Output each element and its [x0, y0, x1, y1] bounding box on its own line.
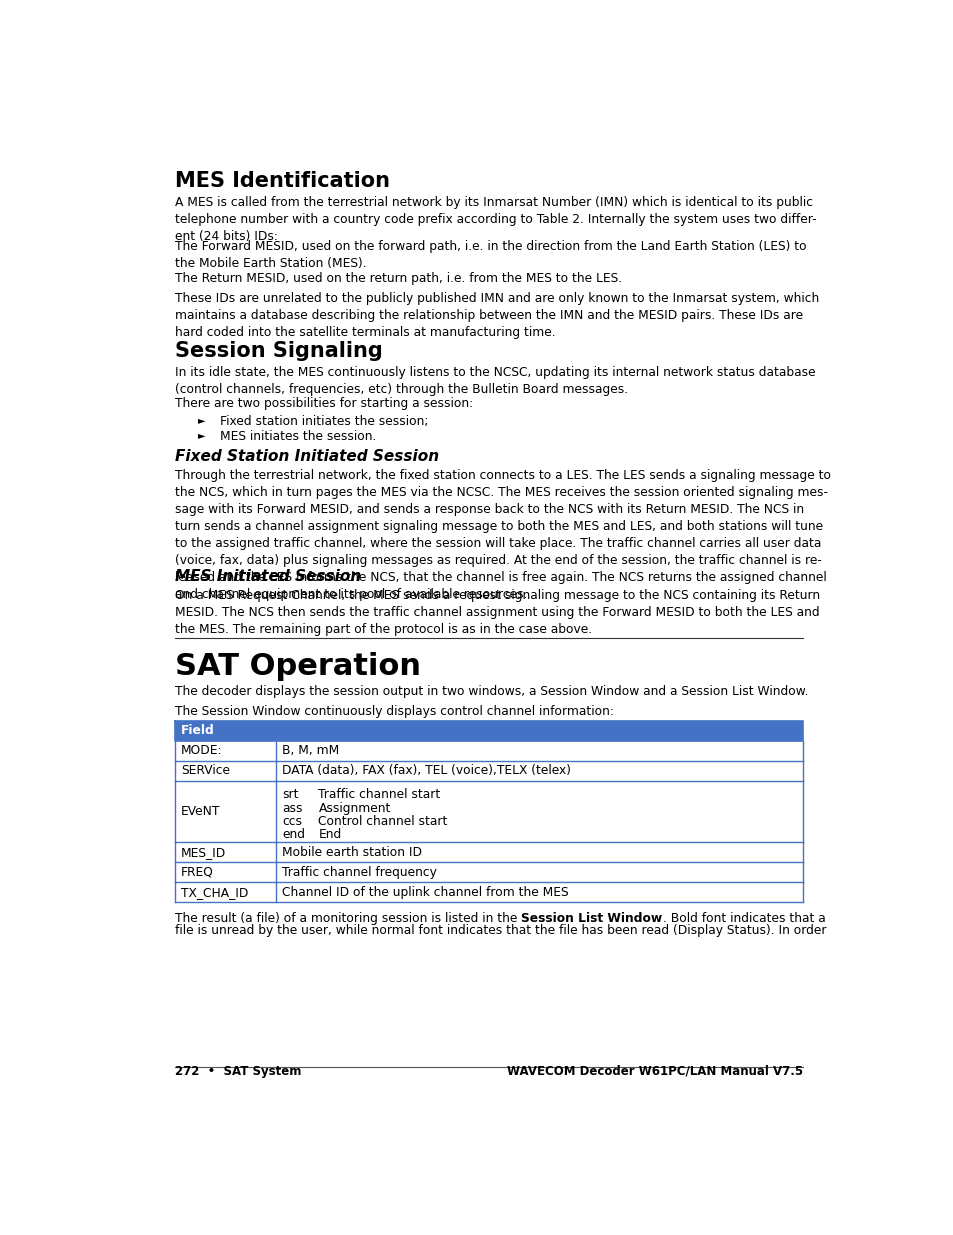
Text: Mobile earth station ID: Mobile earth station ID — [282, 846, 421, 858]
Text: EVeNT: EVeNT — [181, 805, 220, 818]
Text: . Bold font indicates that a: . Bold font indicates that a — [661, 911, 824, 925]
Text: WAVECOM Decoder W61PC/LAN Manual V7.5: WAVECOM Decoder W61PC/LAN Manual V7.5 — [506, 1065, 802, 1078]
Text: These IDs are unrelated to the publicly published IMN and are only known to the : These IDs are unrelated to the publicly … — [174, 293, 819, 340]
Text: The Return MESID, used on the return path, i.e. from the MES to the LES.: The Return MESID, used on the return pat… — [174, 272, 621, 285]
Bar — [174, 882, 802, 903]
Text: srt: srt — [282, 788, 298, 802]
Bar — [174, 842, 802, 862]
Text: A MES is called from the terrestrial network by its Inmarsat Number (IMN) which : A MES is called from the terrestrial net… — [174, 196, 816, 243]
Text: The Session Window continuously displays control channel information:: The Session Window continuously displays… — [174, 705, 614, 718]
Text: end: end — [282, 827, 305, 841]
Text: MODE:: MODE: — [181, 745, 222, 757]
Text: Control channel start: Control channel start — [318, 815, 447, 827]
Text: MES initiates the session.: MES initiates the session. — [220, 431, 376, 443]
Text: Fixed station initiates the session;: Fixed station initiates the session; — [220, 415, 428, 427]
Text: ►: ► — [198, 431, 206, 441]
Text: On a MES Request Channel, the MES sends a request signaling message to the NCS c: On a MES Request Channel, the MES sends … — [174, 589, 820, 636]
Text: Session List Window: Session List Window — [520, 911, 661, 925]
Text: End: End — [318, 827, 341, 841]
Text: ►: ► — [198, 415, 206, 425]
Text: DATA (data), FAX (fax), TEL (voice),TELX (telex): DATA (data), FAX (fax), TEL (voice),TELX… — [282, 764, 571, 777]
Text: FREQ: FREQ — [181, 866, 213, 879]
Bar — [174, 781, 802, 842]
Text: SAT Operation: SAT Operation — [174, 652, 420, 682]
Text: ccs: ccs — [282, 815, 302, 827]
Text: Channel ID of the uplink channel from the MES: Channel ID of the uplink channel from th… — [282, 885, 568, 899]
Text: Field: Field — [181, 724, 214, 737]
Text: Through the terrestrial network, the fixed station connects to a LES. The LES se: Through the terrestrial network, the fix… — [174, 469, 830, 601]
Text: Assignment: Assignment — [318, 802, 391, 815]
Text: TX_CHA_ID: TX_CHA_ID — [181, 885, 249, 899]
Text: file is unread by the user, while normal font indicates that the file has been r: file is unread by the user, while normal… — [174, 924, 825, 937]
Text: B, M, mM: B, M, mM — [282, 745, 339, 757]
Text: The decoder displays the session output in two windows, a Session Window and a S: The decoder displays the session output … — [174, 684, 808, 698]
Text: SERVice: SERVice — [181, 764, 230, 777]
Bar — [174, 761, 802, 781]
Text: Session Signaling: Session Signaling — [174, 341, 382, 361]
Text: MES Identification: MES Identification — [174, 172, 390, 191]
Text: Traffic channel frequency: Traffic channel frequency — [282, 866, 436, 879]
Text: The result (a file) of a monitoring session is listed in the: The result (a file) of a monitoring sess… — [174, 911, 520, 925]
Text: ass: ass — [282, 802, 302, 815]
Text: MES Initiated Session: MES Initiated Session — [174, 569, 361, 584]
Text: There are two possibilities for starting a session:: There are two possibilities for starting… — [174, 398, 473, 410]
Text: In its idle state, the MES continuously listens to the NCSC, updating its intern: In its idle state, the MES continuously … — [174, 366, 815, 395]
Text: The Forward MESID, used on the forward path, i.e. in the direction from the Land: The Forward MESID, used on the forward p… — [174, 241, 806, 270]
Bar — [174, 721, 802, 741]
Bar — [174, 741, 802, 761]
Text: Traffic channel start: Traffic channel start — [318, 788, 440, 802]
Text: MES_ID: MES_ID — [181, 846, 226, 858]
Text: Fixed Station Initiated Session: Fixed Station Initiated Session — [174, 450, 438, 464]
Bar — [174, 862, 802, 882]
Text: 272  •  SAT System: 272 • SAT System — [174, 1065, 301, 1078]
